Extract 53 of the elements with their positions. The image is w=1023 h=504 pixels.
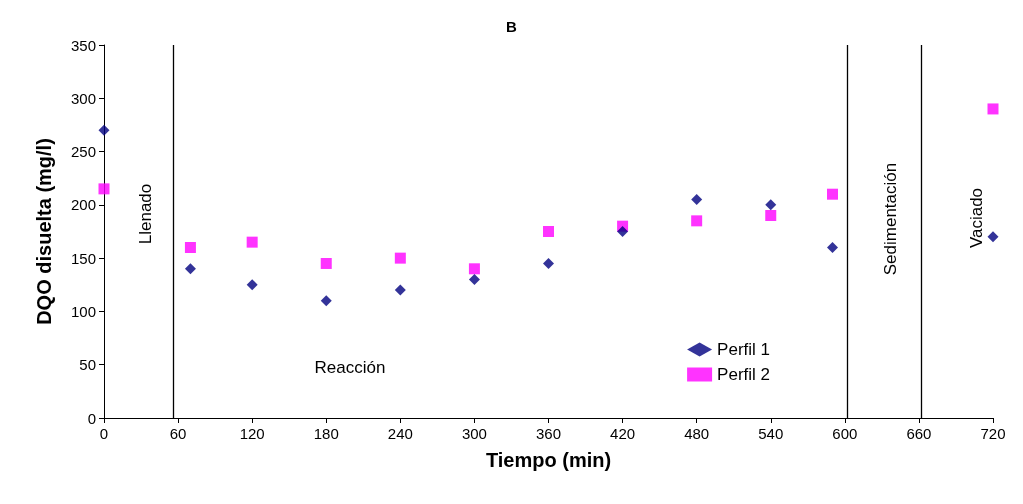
point	[543, 257, 554, 269]
point	[184, 263, 196, 275]
point	[826, 188, 838, 200]
x-tick-label: 120	[239, 425, 265, 442]
point	[394, 284, 406, 296]
x-tick-label: 720	[980, 425, 1006, 442]
point	[246, 279, 258, 291]
point	[765, 210, 777, 222]
x-tick-label: 240	[387, 425, 413, 442]
point	[184, 241, 196, 253]
legend-label: Perfil 2	[717, 365, 771, 384]
x-tick-label: 480	[684, 425, 710, 442]
y-tick-label: 350	[70, 36, 96, 54]
point	[987, 103, 999, 115]
x-tick-label: 600	[832, 425, 858, 442]
point	[765, 199, 777, 211]
x-tick-label: 60	[169, 425, 187, 442]
point	[543, 226, 554, 237]
annotation: Vaciado	[966, 187, 986, 249]
y-tick-label: 0	[87, 409, 96, 427]
point	[617, 226, 629, 237]
point	[691, 215, 703, 227]
point	[320, 295, 332, 307]
x-tick-label: 540	[758, 425, 784, 442]
point	[98, 124, 110, 136]
point	[691, 194, 703, 206]
x-tick-label: 360	[535, 425, 562, 442]
point	[826, 241, 838, 253]
point	[987, 231, 999, 243]
y-tick-label: 200	[70, 196, 96, 214]
x-axis-title: Tiempo (min)	[485, 449, 612, 471]
y-tick-label: 150	[70, 249, 96, 267]
y-tick-label: 250	[70, 143, 96, 161]
annotation: Sedimentación	[880, 162, 900, 276]
x-tick-label: 660	[906, 425, 932, 442]
point	[468, 263, 480, 275]
x-tick-label: 300	[461, 425, 487, 442]
y-axis-title: DQO disuelta (mg/l)	[33, 138, 55, 325]
y-tick-label: 100	[70, 302, 96, 320]
annotation: Llenado	[135, 183, 155, 245]
point	[468, 273, 480, 285]
point	[394, 252, 406, 264]
point	[98, 183, 110, 195]
x-tick-label: 0	[99, 425, 109, 442]
point	[320, 257, 332, 269]
point	[246, 236, 258, 248]
legend-label: Perfil 1	[717, 340, 771, 359]
chart-title: B	[506, 18, 518, 35]
x-tick-label: 420	[610, 425, 636, 442]
y-tick-label: 50	[79, 356, 96, 374]
x-tick-label: 180	[313, 425, 339, 442]
annotation: Reacción	[314, 357, 386, 377]
y-tick-label: 300	[70, 89, 96, 107]
